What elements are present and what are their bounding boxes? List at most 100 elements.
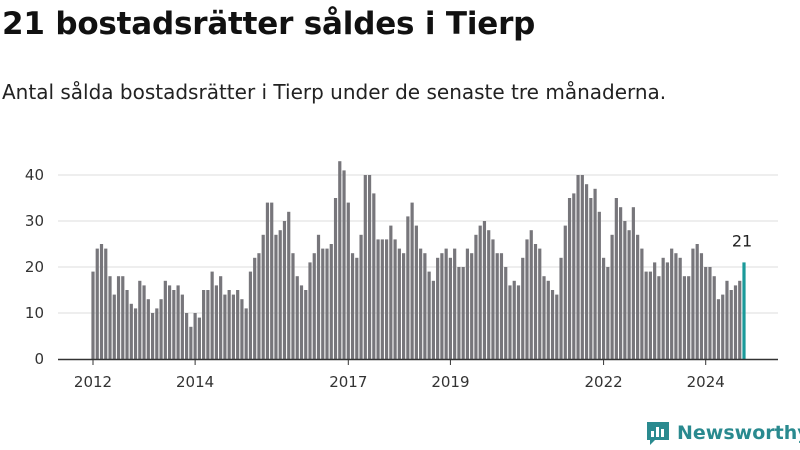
bar [644,271,648,359]
bar [521,257,525,359]
bar [185,313,189,359]
bar [567,198,572,359]
bars [91,161,746,359]
bar-chart: 0 10 20 30 40 2012 2014 2017 2019 2022 2024 21 [25,161,778,391]
bar [525,239,529,359]
bar [397,248,401,359]
bar [453,248,457,359]
bar [99,244,104,359]
brand-name: Newsworthy [677,422,800,444]
x-tick-label: 2019 [431,373,469,391]
highlight-data-label: 21 [732,231,752,250]
bar [559,257,563,359]
bar [219,276,223,359]
bar [265,202,270,359]
bar [155,308,159,359]
bar [197,317,201,359]
bar [321,248,325,359]
x-tick-label: 2017 [329,373,367,391]
bar [725,280,729,359]
y-axis-ticks: 0 10 20 30 40 [25,166,44,368]
bar [614,198,618,359]
bar [631,207,635,359]
bar [389,225,393,359]
bar [295,276,299,359]
bar [384,239,389,359]
bar [150,313,155,359]
bar [482,221,487,359]
bar [248,271,253,359]
x-tick-label: 2014 [176,373,214,391]
bar [508,285,512,359]
newsworthy-icon [647,422,669,445]
bar [474,234,478,359]
bar [538,248,542,359]
bar [91,271,95,359]
bar [419,248,423,359]
bar [478,225,482,359]
bar [304,290,308,359]
bar [406,216,410,359]
bar [678,257,682,359]
x-axis-ticks: 2012 2014 2017 2019 2022 2024 [74,359,725,391]
bar [691,248,695,359]
bar [512,280,516,359]
bar [461,267,465,359]
bar [129,303,133,359]
bar [440,253,444,359]
bar [236,290,240,359]
bar [346,202,350,359]
bar [423,253,427,359]
bar [210,271,214,359]
bar [504,267,508,359]
bar [712,276,716,359]
bar [699,253,704,359]
bar [108,276,112,359]
bar [516,285,521,359]
bar [253,257,257,359]
bar [380,239,384,359]
bar [402,253,406,359]
bar [542,276,546,359]
bar [682,276,687,359]
y-tick-label: 40 [25,166,44,184]
bar [206,290,210,359]
bar [231,294,236,359]
bar [350,253,355,359]
bar [172,290,176,359]
bar [729,290,733,359]
bar [355,257,359,359]
x-tick-label: 2022 [584,373,622,391]
bar [104,248,108,359]
bar [163,280,167,359]
x-tick-label: 2012 [74,373,112,391]
bar [733,285,738,359]
bar [414,225,418,359]
bar [584,184,589,359]
bar [687,276,691,359]
bar [159,299,163,359]
bar [708,267,712,359]
bar [167,285,172,359]
bar [427,271,431,359]
bar [716,299,721,359]
bar [312,253,316,359]
bar [359,234,363,359]
bar [704,267,708,359]
bar [363,175,367,359]
bar [627,230,631,359]
bar [657,276,661,359]
newsworthy-logo: Newsworthy [645,420,800,446]
bar [555,294,559,359]
bar [142,285,146,359]
bar [338,161,342,359]
bar [180,294,184,359]
bar [572,193,576,359]
bar [333,198,338,359]
bar [325,248,329,359]
y-tick-label: 10 [25,304,44,322]
bar [133,308,138,359]
bar [431,280,435,359]
bar [695,244,699,359]
bar [257,253,261,359]
